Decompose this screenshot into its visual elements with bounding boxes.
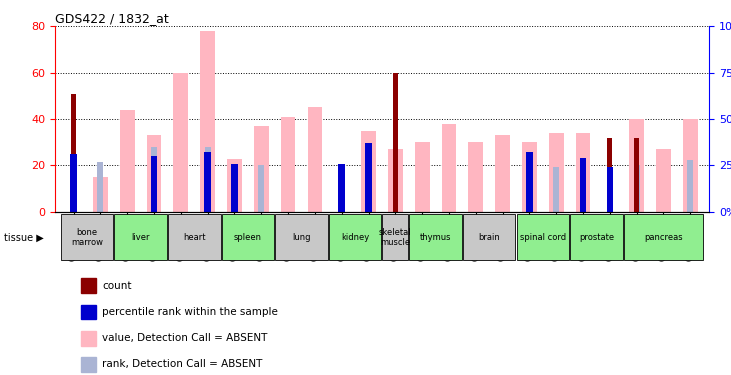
Bar	[382, 214, 408, 261]
Bar	[409, 214, 462, 261]
Bar	[281, 117, 295, 212]
Bar	[656, 149, 671, 212]
Text: percentile rank within the sample: percentile rank within the sample	[102, 307, 278, 317]
Text: brain: brain	[478, 232, 500, 242]
Bar	[81, 304, 96, 320]
Bar	[442, 124, 456, 212]
Bar	[61, 214, 113, 261]
Text: bone
marrow: bone marrow	[71, 228, 103, 246]
Bar	[624, 214, 703, 261]
Bar	[388, 149, 403, 212]
Text: lung: lung	[292, 232, 311, 242]
Bar	[553, 167, 559, 212]
Text: GDS422 / 1832_at: GDS422 / 1832_at	[55, 12, 169, 25]
Text: skeletal
muscle: skeletal muscle	[379, 228, 412, 246]
Text: spinal cord: spinal cord	[520, 232, 566, 242]
Bar	[517, 214, 569, 261]
Bar	[570, 214, 623, 261]
Text: thymus: thymus	[420, 232, 451, 242]
Bar	[81, 357, 96, 372]
Text: prostate: prostate	[579, 232, 614, 242]
Text: liver: liver	[132, 232, 150, 242]
Bar	[221, 214, 274, 261]
Bar	[607, 167, 613, 212]
Bar	[93, 177, 107, 212]
Bar	[151, 161, 156, 212]
Bar	[634, 165, 640, 212]
Bar	[254, 126, 269, 212]
Bar	[173, 73, 188, 212]
Bar	[414, 142, 430, 212]
Bar	[231, 164, 238, 212]
Bar	[495, 135, 510, 212]
Bar	[361, 130, 376, 212]
Bar	[200, 31, 215, 212]
Bar	[151, 156, 157, 212]
Bar	[147, 135, 162, 212]
Bar	[522, 142, 537, 212]
Text: rank, Detection Call = ABSENT: rank, Detection Call = ABSENT	[102, 360, 262, 369]
Bar	[81, 278, 96, 293]
Bar	[635, 138, 639, 212]
Bar	[576, 133, 591, 212]
Bar	[338, 164, 345, 212]
Bar	[683, 119, 697, 212]
Bar	[258, 165, 264, 212]
Text: heart: heart	[183, 232, 205, 242]
Bar	[629, 119, 644, 212]
Bar	[607, 138, 613, 212]
Bar	[393, 73, 398, 212]
Bar	[526, 153, 533, 212]
Bar	[366, 143, 372, 212]
Text: pancreas: pancreas	[644, 232, 683, 242]
Bar	[687, 160, 693, 212]
Bar	[227, 159, 242, 212]
Bar	[204, 153, 211, 212]
Text: tissue ▶: tissue ▶	[4, 232, 43, 242]
Bar	[120, 110, 135, 212]
Bar	[114, 214, 167, 261]
Text: value, Detection Call = ABSENT: value, Detection Call = ABSENT	[102, 333, 268, 343]
Text: spleen: spleen	[234, 232, 262, 242]
Bar	[71, 93, 76, 212]
Bar	[81, 331, 96, 346]
Bar	[329, 214, 382, 261]
Bar	[276, 214, 327, 261]
Text: count: count	[102, 281, 132, 291]
Bar	[549, 133, 564, 212]
Bar	[463, 214, 515, 261]
Bar	[97, 162, 103, 212]
Bar	[151, 147, 157, 212]
Bar	[205, 147, 211, 212]
Bar	[168, 214, 221, 261]
Bar	[70, 154, 77, 212]
Bar	[308, 108, 322, 212]
Text: kidney: kidney	[341, 232, 369, 242]
Bar	[469, 142, 483, 212]
Bar	[580, 158, 586, 212]
